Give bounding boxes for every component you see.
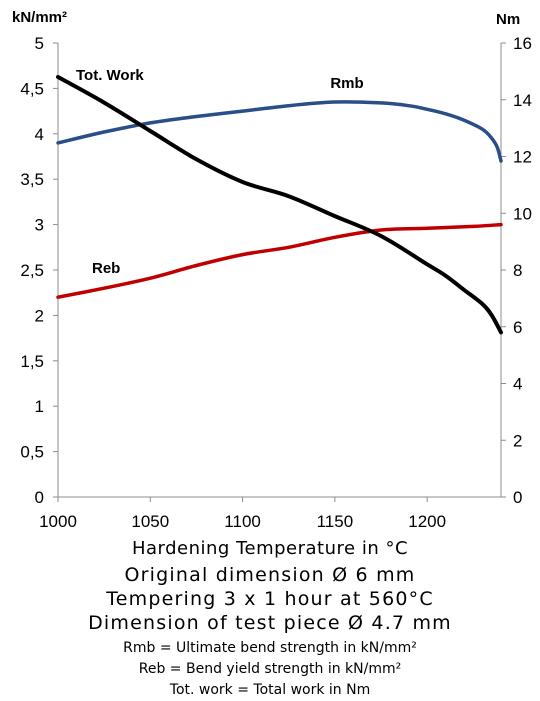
caption-original-dimension: Original dimension Ø 6 mm [124, 564, 416, 586]
chart: kN/mm² Nm 0 0,5 1 1,5 2 2,5 3 3,5 4 4,5 5 0 2 4 6 8 10 12… [12, 9, 532, 531]
right-tick-label: 4 [513, 375, 522, 394]
series-label-reb: Reb [92, 260, 120, 277]
series-line-tot-work [56, 75, 503, 335]
tick-labels: 0 0,5 1 1,5 2 2,5 3 3,5 4 4,5 5 0 2 4 6 8 10 12 14 16 1000 10… [20, 34, 532, 531]
right-tick-label: 12 [513, 148, 532, 167]
left-tick-label: 4 [35, 125, 44, 144]
right-tick-label: 6 [513, 318, 522, 337]
x-tick-label: 1200 [408, 512, 446, 531]
series-labels: Rmb Reb Tot. Work [76, 67, 364, 277]
series-label-tot-work: Tot. Work [76, 67, 144, 84]
left-tick-label: 0 [35, 488, 44, 507]
series-line-reb [56, 222, 503, 299]
left-tick-label: 2,5 [20, 261, 44, 280]
right-tick-label: 0 [513, 488, 522, 507]
right-axis-unit: Nm [496, 11, 520, 28]
left-tick-label: 1 [35, 397, 44, 416]
left-tick-label: 4,5 [20, 79, 44, 98]
left-tick-label: 3 [35, 216, 44, 235]
series-lines [56, 75, 503, 335]
left-tick-label: 3,5 [20, 170, 44, 189]
x-tick-label: 1150 [317, 512, 354, 531]
caption-test-piece: Dimension of test piece Ø 4.7 mm [88, 612, 452, 634]
left-tick-label: 2 [35, 306, 44, 325]
right-tick-label: 16 [513, 34, 532, 53]
right-tick-label: 2 [513, 431, 522, 450]
axes [53, 42, 506, 502]
series-label-rmb: Rmb [330, 75, 363, 92]
caption-reb: Reb = Bend yield strength in kN/mm² [138, 661, 402, 677]
left-axis-unit: kN/mm² [12, 9, 67, 26]
left-tick-label: 1,5 [20, 352, 44, 371]
caption-tempering: Tempering 3 x 1 hour at 560°C [106, 588, 434, 610]
right-tick-label: 8 [513, 261, 522, 280]
left-tick-label: 5 [35, 34, 44, 53]
right-tick-label: 14 [513, 91, 532, 110]
caption-totwork: Tot. work = Total work in Nm [169, 682, 371, 698]
caption-rmb: Rmb = Ultimate bend strength in kN/mm² [123, 640, 417, 656]
x-tick-label: 1100 [224, 512, 261, 531]
left-tick-label: 0,5 [20, 443, 44, 462]
x-tick-label: 1050 [131, 512, 169, 531]
x-axis-label: Hardening Temperature in °C [131, 538, 409, 559]
right-tick-label: 10 [513, 204, 532, 223]
series-line-rmb [56, 100, 503, 163]
x-tick-label: 1000 [39, 512, 77, 531]
